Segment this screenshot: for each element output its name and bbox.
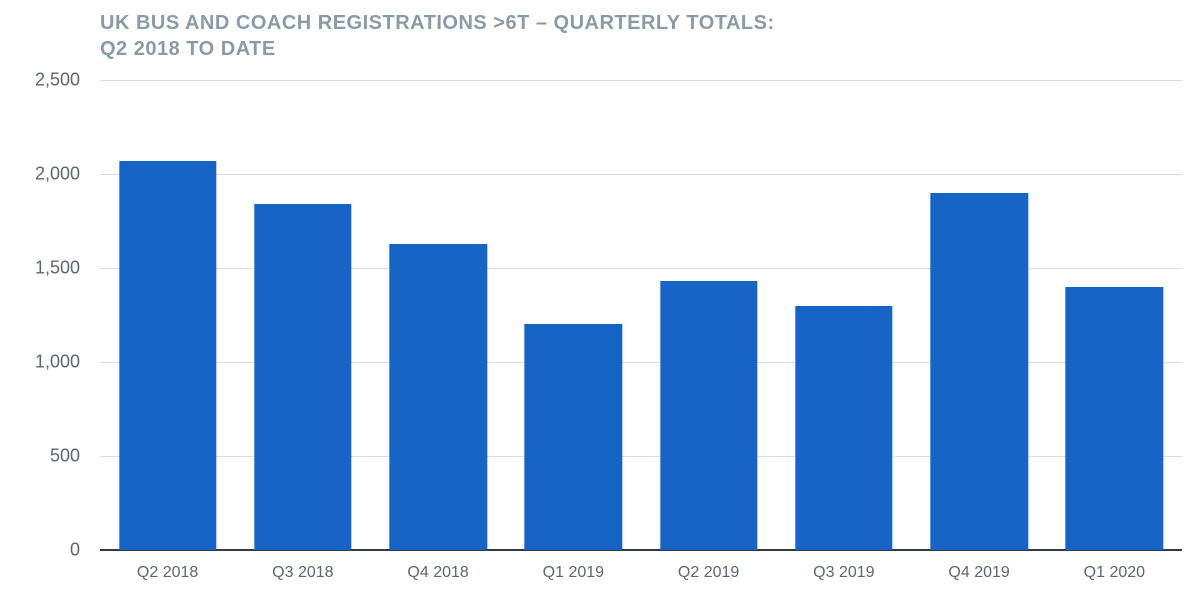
- x-tick-label: Q1 2020: [1084, 564, 1145, 582]
- bar: [795, 306, 892, 550]
- x-tick-label: Q1 2019: [543, 564, 604, 582]
- y-tick-label: 500: [50, 446, 80, 467]
- x-tick-label: Q3 2018: [272, 564, 333, 582]
- x-tick-label: Q2 2019: [678, 564, 739, 582]
- y-tick-label: 2,000: [35, 164, 80, 185]
- bar: [389, 244, 486, 550]
- bar: [119, 161, 216, 550]
- y-tick-label: 1,000: [35, 352, 80, 373]
- bar-chart: UK BUS AND COACH REGISTRATIONS >6T – QUA…: [0, 0, 1200, 593]
- x-tick-label: Q2 2018: [137, 564, 198, 582]
- bar: [660, 281, 757, 550]
- y-tick-label: 2,500: [35, 70, 80, 91]
- bar: [254, 204, 351, 550]
- bar: [1066, 287, 1163, 550]
- chart-title-line1: UK BUS AND COACH REGISTRATIONS >6T – QUA…: [100, 12, 775, 35]
- plot-area: 05001,0001,5002,0002,500Q2 2018Q3 2018Q4…: [100, 80, 1182, 550]
- y-tick-label: 1,500: [35, 258, 80, 279]
- bar: [525, 324, 622, 550]
- x-tick-label: Q4 2019: [948, 564, 1009, 582]
- x-tick-label: Q3 2019: [813, 564, 874, 582]
- chart-title-line2: Q2 2018 TO DATE: [100, 38, 276, 61]
- bar: [930, 193, 1027, 550]
- y-gridline: [100, 174, 1182, 175]
- x-tick-label: Q4 2018: [407, 564, 468, 582]
- y-tick-label: 0: [70, 540, 80, 561]
- y-gridline: [100, 80, 1182, 81]
